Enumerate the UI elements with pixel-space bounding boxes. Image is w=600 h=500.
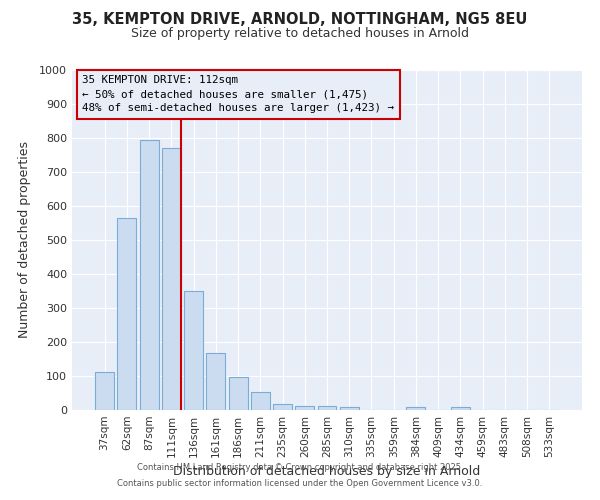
Bar	[206, 353, 225, 410]
Bar	[273, 404, 292, 410]
Bar	[340, 408, 359, 410]
Text: Size of property relative to detached houses in Arnold: Size of property relative to detached ho…	[131, 28, 469, 40]
Bar	[451, 408, 470, 410]
Y-axis label: Number of detached properties: Number of detached properties	[18, 142, 31, 338]
Bar	[140, 140, 158, 410]
Bar	[162, 148, 181, 410]
Bar	[118, 218, 136, 410]
Bar	[295, 406, 314, 410]
X-axis label: Distribution of detached houses by size in Arnold: Distribution of detached houses by size …	[173, 466, 481, 478]
Bar	[229, 377, 248, 410]
Bar	[95, 372, 114, 410]
Text: Contains public sector information licensed under the Open Government Licence v3: Contains public sector information licen…	[118, 478, 482, 488]
Bar	[317, 406, 337, 410]
Text: 35, KEMPTON DRIVE, ARNOLD, NOTTINGHAM, NG5 8EU: 35, KEMPTON DRIVE, ARNOLD, NOTTINGHAM, N…	[73, 12, 527, 28]
Text: Contains HM Land Registry data © Crown copyright and database right 2025.: Contains HM Land Registry data © Crown c…	[137, 464, 463, 472]
Bar	[184, 291, 203, 410]
Text: 35 KEMPTON DRIVE: 112sqm
← 50% of detached houses are smaller (1,475)
48% of sem: 35 KEMPTON DRIVE: 112sqm ← 50% of detach…	[82, 75, 394, 113]
Bar	[406, 408, 425, 410]
Bar	[251, 392, 270, 410]
